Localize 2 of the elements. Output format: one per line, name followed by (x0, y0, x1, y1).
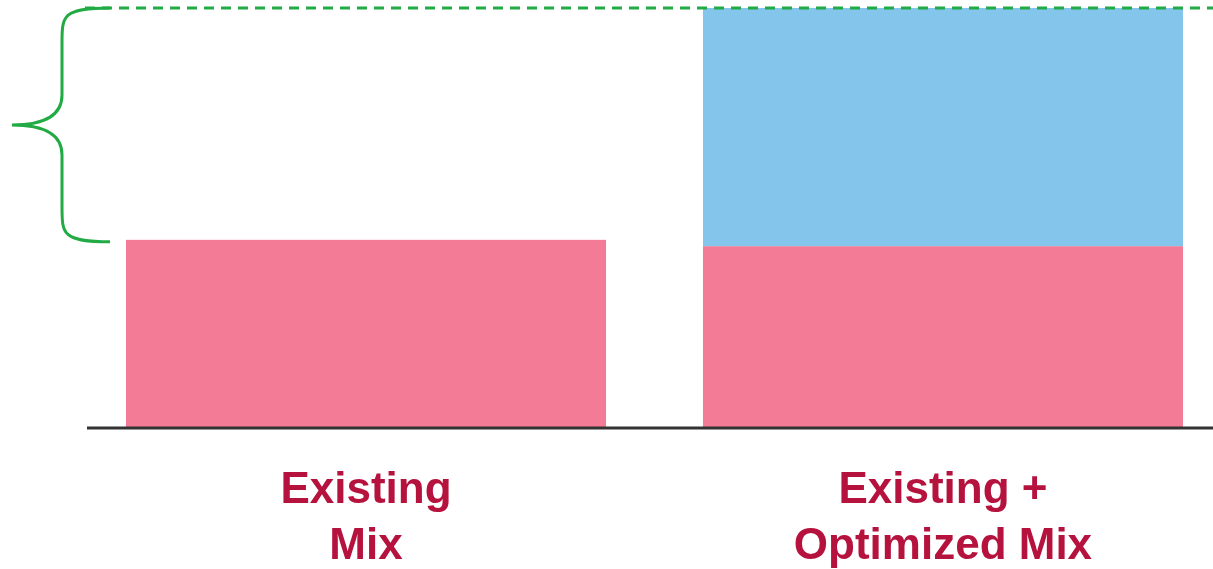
x-tick-label: Existing + Optimized Mix (793, 463, 1093, 568)
x-tick-label: Existing Mix (280, 463, 452, 568)
